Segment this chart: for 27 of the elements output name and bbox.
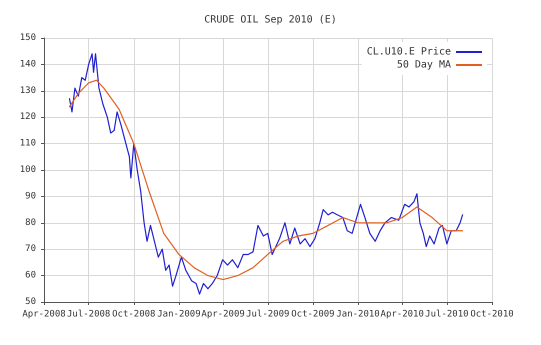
line-series	[68, 80, 464, 280]
x-tick-label: Jul-2008	[66, 310, 110, 320]
x-tick-label: Jul-2009	[246, 310, 290, 320]
x-tick-label: Jan-2010	[336, 310, 380, 320]
x-tick-label: Apr-2010	[380, 310, 424, 320]
x-tick-label: Jul-2010	[425, 310, 469, 320]
y-tick-label: 110	[20, 138, 36, 149]
chart-title: CRUDE OIL Sep 2010 (E)	[204, 14, 337, 26]
y-tick-label: 130	[20, 86, 36, 96]
y-tick-label: 70	[25, 244, 36, 254]
y-tick-label: 90	[25, 191, 36, 202]
legend-label: 50 Day MA	[396, 60, 451, 70]
y-tick-label: 140	[20, 59, 36, 70]
y-tick-label: 80	[25, 218, 36, 228]
x-tick-label: Apr-2009	[201, 310, 245, 320]
x-tick-label: Oct-2010	[470, 310, 514, 320]
y-tick-label: 100	[20, 165, 36, 175]
y-tick-label: 120	[20, 112, 36, 122]
x-tick-label: Apr-2008	[22, 310, 66, 320]
x-tick-label: Oct-2009	[291, 310, 335, 320]
y-tick-label: 60	[25, 270, 36, 281]
line-series	[68, 53, 464, 295]
x-tick-label: Oct-2008	[112, 310, 156, 320]
legend-label: CL.U10.E Price	[366, 46, 451, 58]
y-tick-label: 50	[25, 297, 36, 307]
x-tick-label: Jan-2009	[157, 310, 201, 320]
y-tick-label: 150	[20, 33, 36, 43]
